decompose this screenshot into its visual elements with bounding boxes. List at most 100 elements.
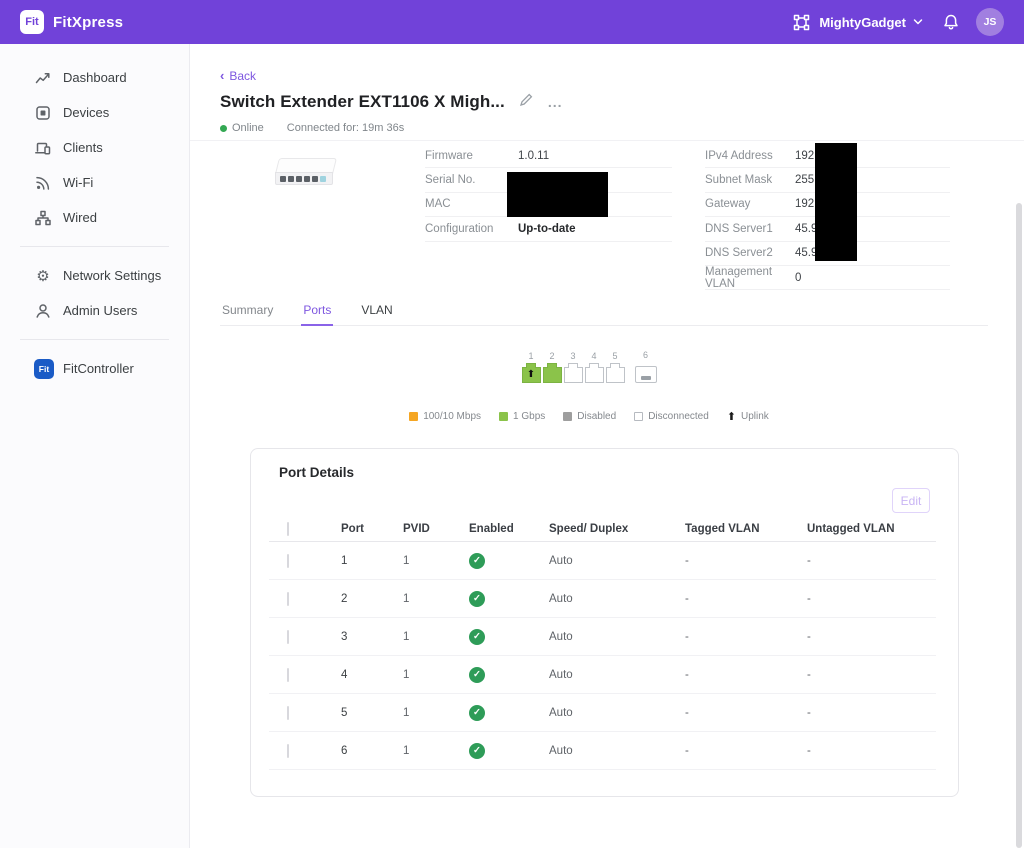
green-swatch-icon <box>499 412 509 421</box>
port-details-card: Port Details Edit Port PVID Enabled Spee… <box>250 448 959 797</box>
fitcontroller-logo-icon: Fit <box>34 358 54 379</box>
sidebar-item-admin-users[interactable]: Admin Users <box>0 293 189 328</box>
online-status-dot <box>220 124 227 132</box>
enabled-check-icon: ✓ <box>469 704 485 721</box>
sidebar-item-network-settings[interactable]: ⚙ Network Settings <box>0 258 189 293</box>
wifi-icon <box>36 176 50 190</box>
back-chevron-icon: ‹ <box>220 68 225 83</box>
card-title: Port Details <box>279 465 355 480</box>
sidebar-item-label: Devices <box>63 105 110 120</box>
port-4[interactable]: 4 <box>584 351 605 383</box>
top-header-bar: Fit FitXpress MightyGadget JS <box>0 0 1024 44</box>
info-row-firmware: Firmware 1.0.11 <box>425 144 672 169</box>
port-4-disconnected-icon <box>584 363 604 383</box>
sidebar-item-dashboard[interactable]: Dashboard <box>0 60 189 95</box>
redaction-box <box>507 172 608 217</box>
sidebar-item-clients[interactable]: Clients <box>0 130 189 165</box>
chevron-down-icon[interactable] <box>912 16 924 28</box>
sidebar-item-label: Network Settings <box>63 268 162 283</box>
main-content: ‹ Back Switch Extender EXT1106 X Migh...… <box>190 44 1024 848</box>
row-checkbox[interactable] <box>287 667 289 682</box>
row-checkbox[interactable] <box>287 705 289 720</box>
port-3[interactable]: 3 <box>563 351 584 383</box>
fitxpress-logo-icon: Fit <box>20 10 44 34</box>
device-thumbnail <box>275 156 337 190</box>
port-legend: 100/10 Mbps 1 Gbps Disabled Disconnected… <box>190 410 988 423</box>
port-5[interactable]: 5 <box>605 351 626 383</box>
back-button[interactable]: ‹ Back <box>220 68 256 83</box>
tab-vlan[interactable]: VLAN <box>361 303 393 317</box>
info-row-dns2: DNS Server2 45.9 <box>705 242 950 266</box>
row-checkbox[interactable] <box>287 629 289 644</box>
enabled-check-icon: ✓ <box>469 590 485 607</box>
edit-title-icon[interactable] <box>519 92 534 112</box>
port-6[interactable]: 6 <box>634 350 658 383</box>
sidebar-item-label: Wi-Fi <box>63 175 94 190</box>
sidebar-item-wifi[interactable]: Wi-Fi <box>0 165 189 200</box>
table-row: 2 1 ✓ Auto - - <box>269 580 936 618</box>
sidebar-item-label: Dashboard <box>63 70 127 85</box>
online-status-label: Online <box>232 122 264 134</box>
site-selector[interactable]: MightyGadget <box>819 14 906 30</box>
detail-tabs: Summary Ports VLAN <box>220 296 988 326</box>
page-title: Switch Extender EXT1106 X Migh... <box>220 92 505 111</box>
enabled-check-icon: ✓ <box>469 628 485 645</box>
sidebar-item-devices[interactable]: Devices <box>0 95 189 130</box>
divider <box>190 140 1024 141</box>
clients-icon <box>35 142 51 155</box>
sidebar-item-fitcontroller[interactable]: Fit FitController <box>0 351 189 386</box>
enabled-check-icon: ✓ <box>469 666 485 683</box>
table-row: 1 1 ✓ Auto - - <box>269 542 936 580</box>
select-all-checkbox[interactable] <box>287 521 289 536</box>
wired-topology-icon <box>35 210 51 225</box>
port-6-disconnected-icon <box>634 366 657 383</box>
port-diagram: 1 ⬆ 2 3 4 5 6 <box>190 350 988 383</box>
legend-disabled: Disabled <box>563 410 616 423</box>
sidebar-item-label: Wired <box>63 210 97 225</box>
site-network-icon <box>792 13 811 32</box>
legend-100-10-mbps: 100/10 Mbps <box>409 410 481 423</box>
dashboard-chart-icon <box>35 72 50 83</box>
table-row: 4 1 ✓ Auto - - <box>269 656 936 694</box>
uplink-arrow-icon: ⬆ <box>726 410 736 423</box>
sidebar-item-label: Admin Users <box>63 303 138 318</box>
uplink-arrow-icon: ⬆ <box>526 369 536 380</box>
info-row-configuration: Configuration Up-to-date <box>425 217 672 242</box>
row-checkbox[interactable] <box>287 591 289 606</box>
port-1-uplink-icon: ⬆ <box>521 363 541 383</box>
port-2[interactable]: 2 <box>542 351 563 383</box>
port-1[interactable]: 1 ⬆ <box>521 351 542 383</box>
sidebar-item-wired[interactable]: Wired <box>0 200 189 235</box>
person-icon <box>36 303 50 318</box>
port-table: Port PVID Enabled Speed/ Duplex Tagged V… <box>269 516 936 770</box>
white-swatch-icon <box>634 412 644 421</box>
tab-ports[interactable]: Ports <box>301 296 334 326</box>
port-2-connected-icon <box>542 363 562 383</box>
sidebar-item-label: FitController <box>63 361 134 376</box>
user-avatar[interactable]: JS <box>976 8 1004 36</box>
table-row: 6 1 ✓ Auto - - <box>269 732 936 770</box>
sidebar-item-label: Clients <box>63 140 103 155</box>
notification-bell-icon[interactable] <box>942 13 960 31</box>
row-checkbox[interactable] <box>287 553 289 568</box>
legend-uplink: ⬆ Uplink <box>726 410 769 423</box>
more-actions-icon[interactable]: ... <box>547 94 563 110</box>
tab-summary[interactable]: Summary <box>222 303 274 317</box>
table-header-row: Port PVID Enabled Speed/ Duplex Tagged V… <box>269 516 936 542</box>
connected-duration: Connected for: 19m 36s <box>286 122 405 134</box>
orange-swatch-icon <box>409 412 419 421</box>
port-5-disconnected-icon <box>605 363 625 383</box>
row-checkbox[interactable] <box>287 743 289 758</box>
table-row: 3 1 ✓ Auto - - <box>269 618 936 656</box>
legend-disconnected: Disconnected <box>634 410 709 423</box>
redaction-box <box>815 143 857 261</box>
sidebar-divider <box>20 246 169 247</box>
devices-icon <box>36 105 50 120</box>
back-label: Back <box>229 68 257 83</box>
enabled-check-icon: ✓ <box>469 742 485 759</box>
gear-icon: ⚙ <box>36 266 50 285</box>
sidebar-nav: Dashboard Devices Clients Wi-Fi Wired ⚙ … <box>0 44 190 848</box>
edit-button[interactable]: Edit <box>892 488 930 513</box>
enabled-check-icon: ✓ <box>469 552 485 569</box>
vertical-scrollbar[interactable] <box>1016 203 1022 848</box>
